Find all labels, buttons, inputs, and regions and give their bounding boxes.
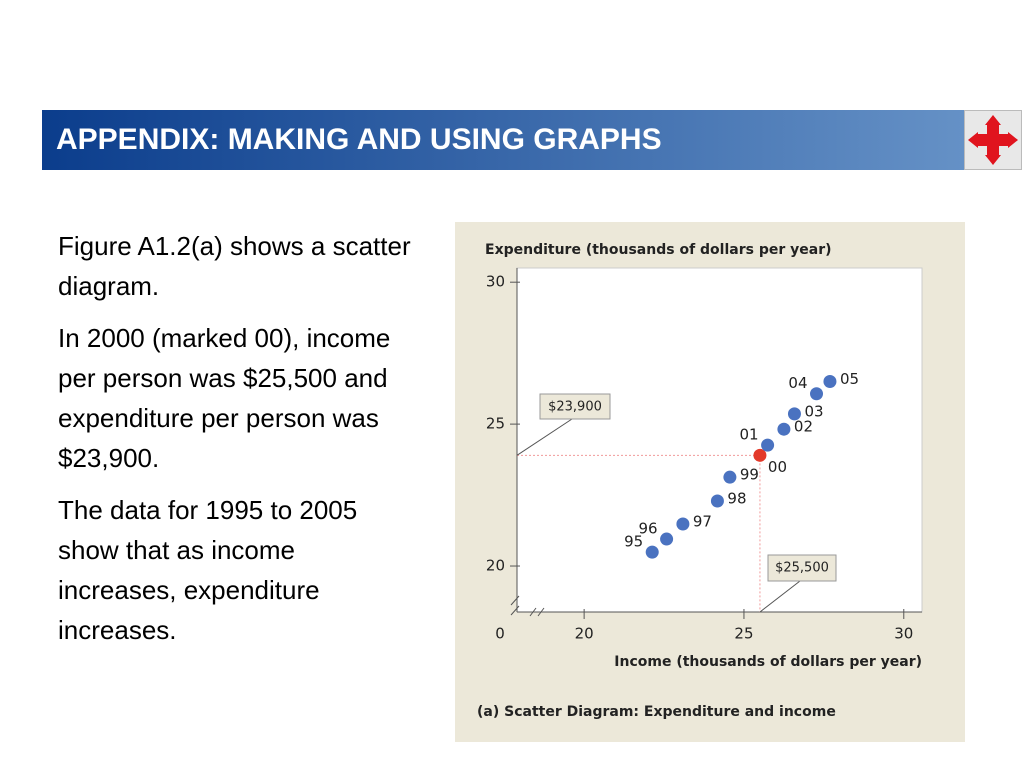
- nav-icon-graphic: [968, 115, 1018, 165]
- point: [645, 545, 659, 559]
- point-label: 02: [794, 418, 813, 436]
- point: [761, 438, 775, 452]
- body-text: Figure A1.2(a) shows a scatter diagram. …: [58, 226, 418, 662]
- origin-label: 0: [495, 625, 505, 643]
- callout-label: $23,900: [548, 400, 602, 415]
- callout-box: [539, 393, 611, 420]
- y-tick-label: 25: [486, 415, 505, 433]
- y-tick-label: 20: [486, 557, 505, 575]
- caption: (a) Scatter Diagram: Expenditure and inc…: [477, 704, 836, 720]
- point: [777, 422, 791, 436]
- x-axis-title: Income (thousands of dollars per year): [614, 654, 922, 670]
- x-tick-label: 30: [894, 625, 913, 643]
- point-label: 99: [740, 466, 759, 484]
- paragraph: Figure A1.2(a) shows a scatter diagram.: [58, 231, 411, 301]
- header-bar: APPENDIX: MAKING AND USING GRAPHS: [42, 110, 964, 170]
- callout-pointer: [516, 418, 573, 456]
- plot-area: [516, 267, 923, 613]
- point-label: 00: [768, 458, 787, 476]
- callout-box: [767, 554, 837, 582]
- paragraph: The data for 1995 to 2005 show that as i…: [58, 495, 358, 645]
- x-tick-label: 25: [734, 625, 753, 643]
- point: [753, 448, 767, 462]
- y-tick-label: 30: [486, 273, 505, 291]
- callout-label: $25,500: [775, 561, 829, 576]
- paragraph: In 2000 (marked 00), income per person w…: [58, 323, 391, 473]
- point-label: 05: [840, 370, 859, 388]
- point-label: 01: [740, 426, 759, 444]
- y-axis-title: Expenditure (thousands of dollars per ye…: [485, 242, 832, 258]
- point-label: 03: [804, 402, 823, 420]
- header-title: APPENDIX: MAKING AND USING GRAPHS: [56, 123, 662, 156]
- point-label: 98: [727, 490, 746, 508]
- point: [787, 407, 801, 421]
- axis-break: [510, 595, 545, 617]
- point: [676, 517, 690, 531]
- cross-arrows: [968, 115, 1018, 165]
- point-label: 96: [639, 520, 658, 538]
- point: [723, 470, 737, 484]
- callout-pointer: [759, 580, 801, 613]
- point-label: 97: [693, 513, 712, 531]
- point-label: 95: [624, 533, 643, 551]
- point: [823, 375, 837, 389]
- chart-panel: [455, 222, 965, 742]
- point: [810, 387, 824, 401]
- x-tick-label: 20: [575, 625, 594, 643]
- nav-icon[interactable]: [964, 110, 1022, 170]
- point-label: 04: [788, 374, 807, 392]
- point: [710, 494, 724, 508]
- point: [660, 532, 674, 546]
